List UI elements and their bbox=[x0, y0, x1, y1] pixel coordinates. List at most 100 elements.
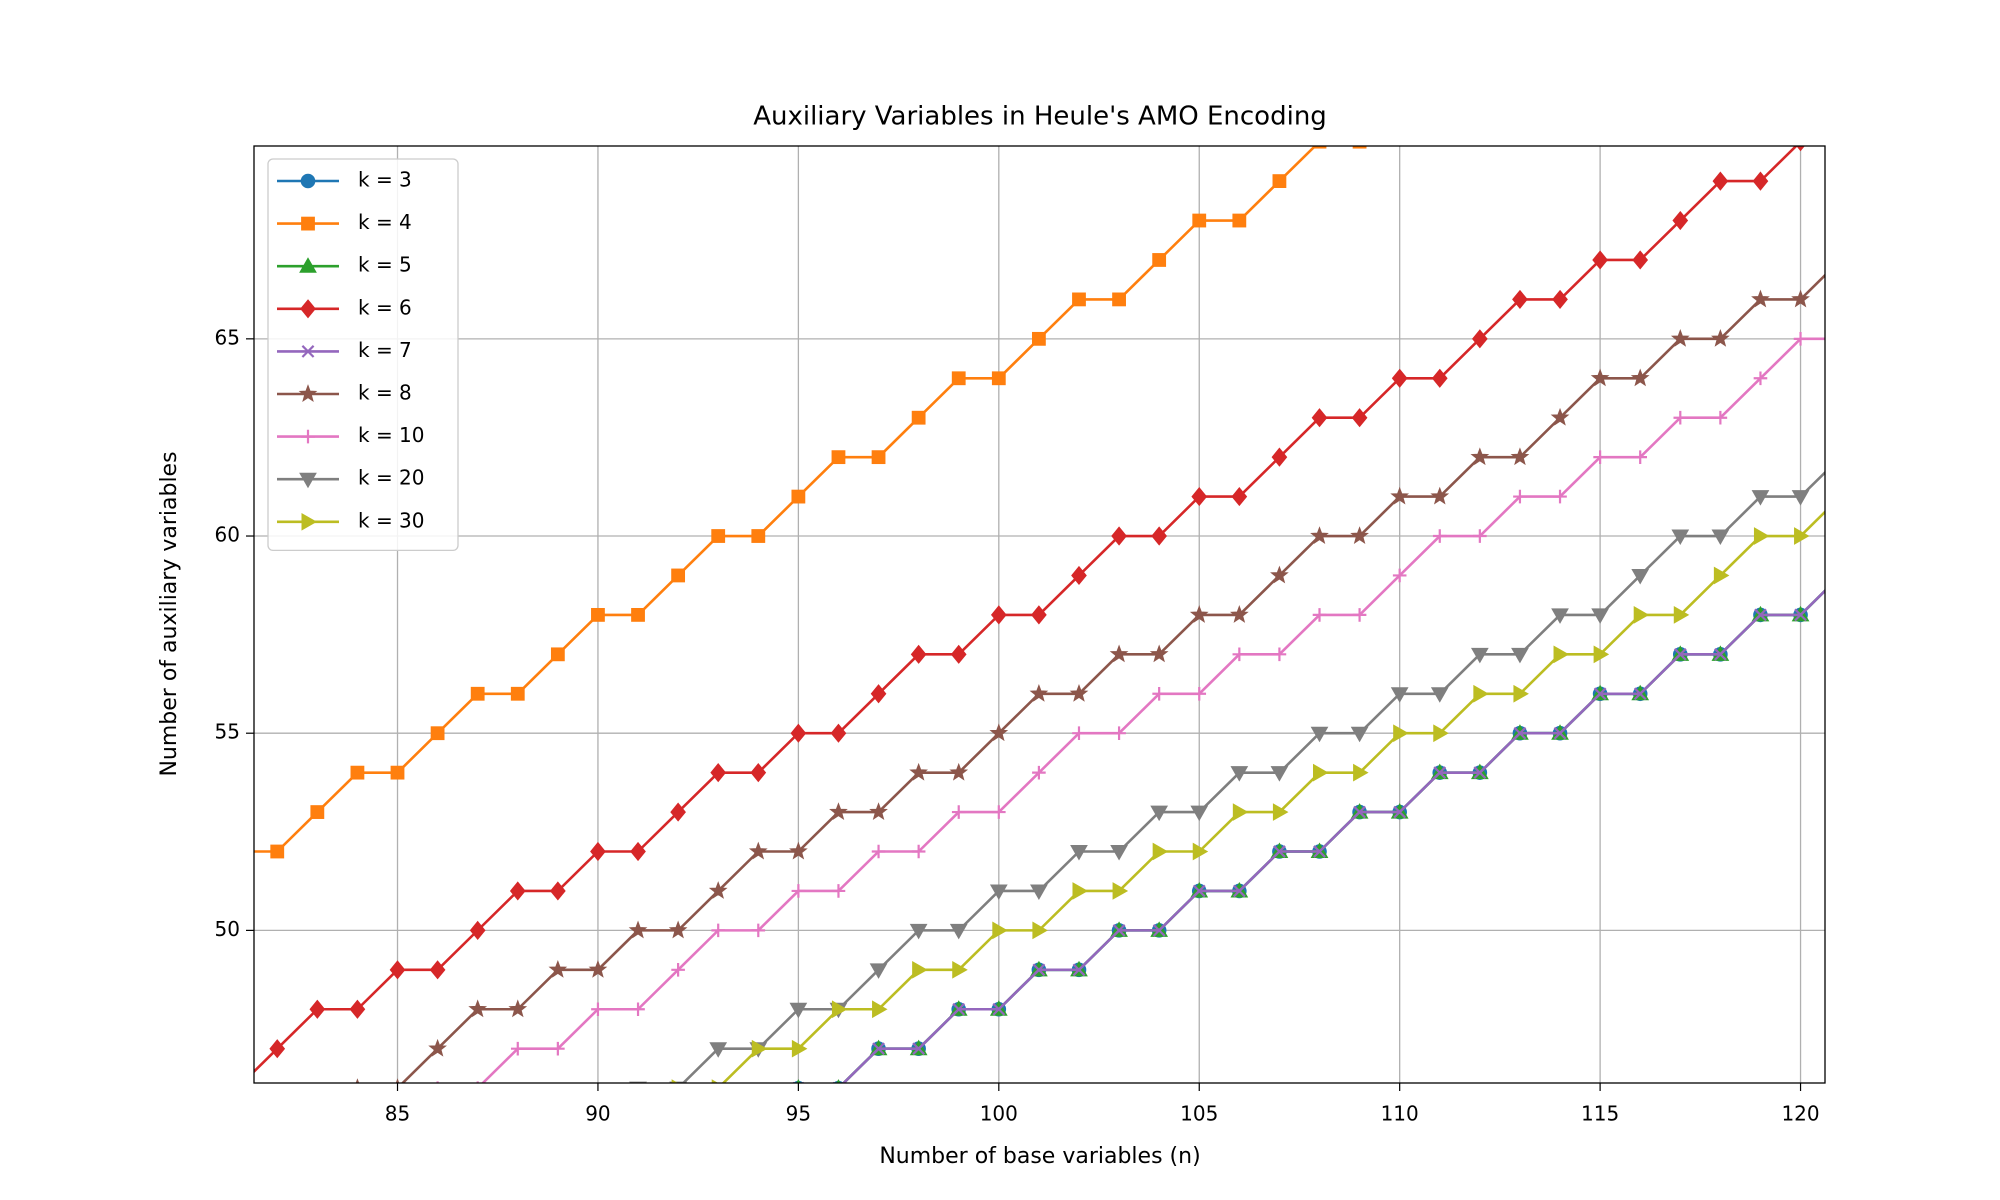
marker bbox=[1433, 56, 1446, 69]
marker bbox=[1431, 368, 1448, 388]
x-tick-label: 110 bbox=[1381, 1102, 1419, 1126]
marker bbox=[1552, 289, 1568, 309]
marker bbox=[395, 1078, 400, 1083]
marker bbox=[1633, 606, 1650, 624]
marker bbox=[469, 920, 486, 940]
marker bbox=[628, 920, 648, 939]
marker bbox=[711, 1121, 725, 1135]
marker bbox=[550, 1122, 566, 1136]
marker bbox=[1311, 408, 1328, 428]
marker bbox=[550, 647, 565, 662]
marker bbox=[229, 1159, 245, 1174]
marker bbox=[1112, 882, 1129, 900]
marker bbox=[669, 1081, 687, 1083]
marker bbox=[713, 1122, 724, 1133]
marker bbox=[629, 1081, 647, 1083]
marker bbox=[1473, 684, 1489, 703]
marker bbox=[510, 1161, 526, 1175]
marker bbox=[551, 1041, 565, 1056]
marker bbox=[1513, 489, 1527, 504]
marker bbox=[1272, 647, 1287, 662]
marker bbox=[992, 1002, 1006, 1016]
marker bbox=[1470, 647, 1489, 664]
marker bbox=[630, 1159, 646, 1173]
marker bbox=[831, 1000, 848, 1019]
marker bbox=[1631, 568, 1650, 585]
marker bbox=[550, 881, 566, 901]
marker bbox=[791, 884, 806, 898]
marker bbox=[1751, 490, 1770, 506]
marker bbox=[872, 1000, 888, 1019]
marker bbox=[951, 805, 966, 819]
marker bbox=[588, 959, 608, 978]
marker bbox=[869, 802, 888, 821]
x-tick-label: 90 bbox=[585, 1102, 610, 1126]
marker bbox=[1834, 569, 1848, 583]
marker bbox=[1510, 447, 1530, 466]
marker bbox=[1796, 146, 1805, 152]
marker bbox=[1473, 56, 1486, 69]
marker bbox=[1753, 371, 1768, 386]
marker bbox=[871, 450, 886, 465]
marker bbox=[269, 1039, 286, 1059]
marker bbox=[949, 762, 969, 781]
marker bbox=[1673, 606, 1690, 624]
marker bbox=[671, 1079, 679, 1083]
marker bbox=[912, 1042, 926, 1056]
marker bbox=[1272, 803, 1289, 821]
x-tick-label: 105 bbox=[1180, 1102, 1218, 1126]
marker bbox=[1713, 647, 1727, 661]
marker bbox=[1751, 289, 1770, 308]
marker bbox=[1352, 146, 1367, 149]
marker bbox=[952, 960, 968, 979]
x-axis-label: Number of base variables (n) bbox=[879, 1144, 1200, 1169]
marker bbox=[1312, 146, 1327, 149]
marker bbox=[709, 1042, 728, 1058]
marker bbox=[231, 845, 244, 858]
marker bbox=[309, 1119, 325, 1134]
marker bbox=[1393, 724, 1409, 743]
marker bbox=[1313, 845, 1326, 858]
marker bbox=[1232, 884, 1246, 898]
marker bbox=[1232, 213, 1247, 228]
legend-box bbox=[267, 158, 459, 552]
marker bbox=[428, 1038, 447, 1057]
marker bbox=[1030, 884, 1048, 900]
marker bbox=[1512, 289, 1528, 309]
marker bbox=[591, 1002, 605, 1017]
marker bbox=[355, 1078, 360, 1083]
marker bbox=[1393, 805, 1407, 819]
marker bbox=[1350, 726, 1369, 743]
marker bbox=[1791, 289, 1810, 308]
legend-label: k = 30 bbox=[358, 508, 425, 532]
marker bbox=[708, 881, 728, 899]
marker bbox=[1152, 253, 1167, 267]
marker bbox=[591, 607, 605, 622]
marker bbox=[1232, 647, 1247, 662]
marker bbox=[671, 1160, 685, 1174]
marker bbox=[750, 1120, 766, 1134]
marker bbox=[1591, 608, 1609, 624]
marker bbox=[1794, 608, 1807, 622]
x-tick-label: 115 bbox=[1581, 1102, 1619, 1126]
marker bbox=[631, 607, 645, 622]
marker bbox=[310, 805, 325, 819]
marker bbox=[1151, 526, 1168, 546]
marker bbox=[796, 1079, 801, 1083]
marker bbox=[309, 999, 326, 1019]
marker bbox=[1272, 174, 1287, 188]
marker bbox=[631, 1160, 645, 1174]
marker bbox=[1310, 726, 1329, 743]
marker bbox=[1835, 489, 1849, 505]
marker bbox=[751, 1039, 768, 1058]
marker bbox=[1473, 529, 1487, 543]
marker bbox=[831, 450, 846, 465]
marker bbox=[1833, 567, 1849, 581]
marker bbox=[789, 841, 808, 860]
marker bbox=[552, 1159, 566, 1175]
marker bbox=[1072, 882, 1088, 900]
marker bbox=[548, 959, 568, 978]
marker bbox=[1511, 647, 1529, 664]
marker bbox=[270, 844, 285, 859]
marker bbox=[1192, 213, 1207, 228]
